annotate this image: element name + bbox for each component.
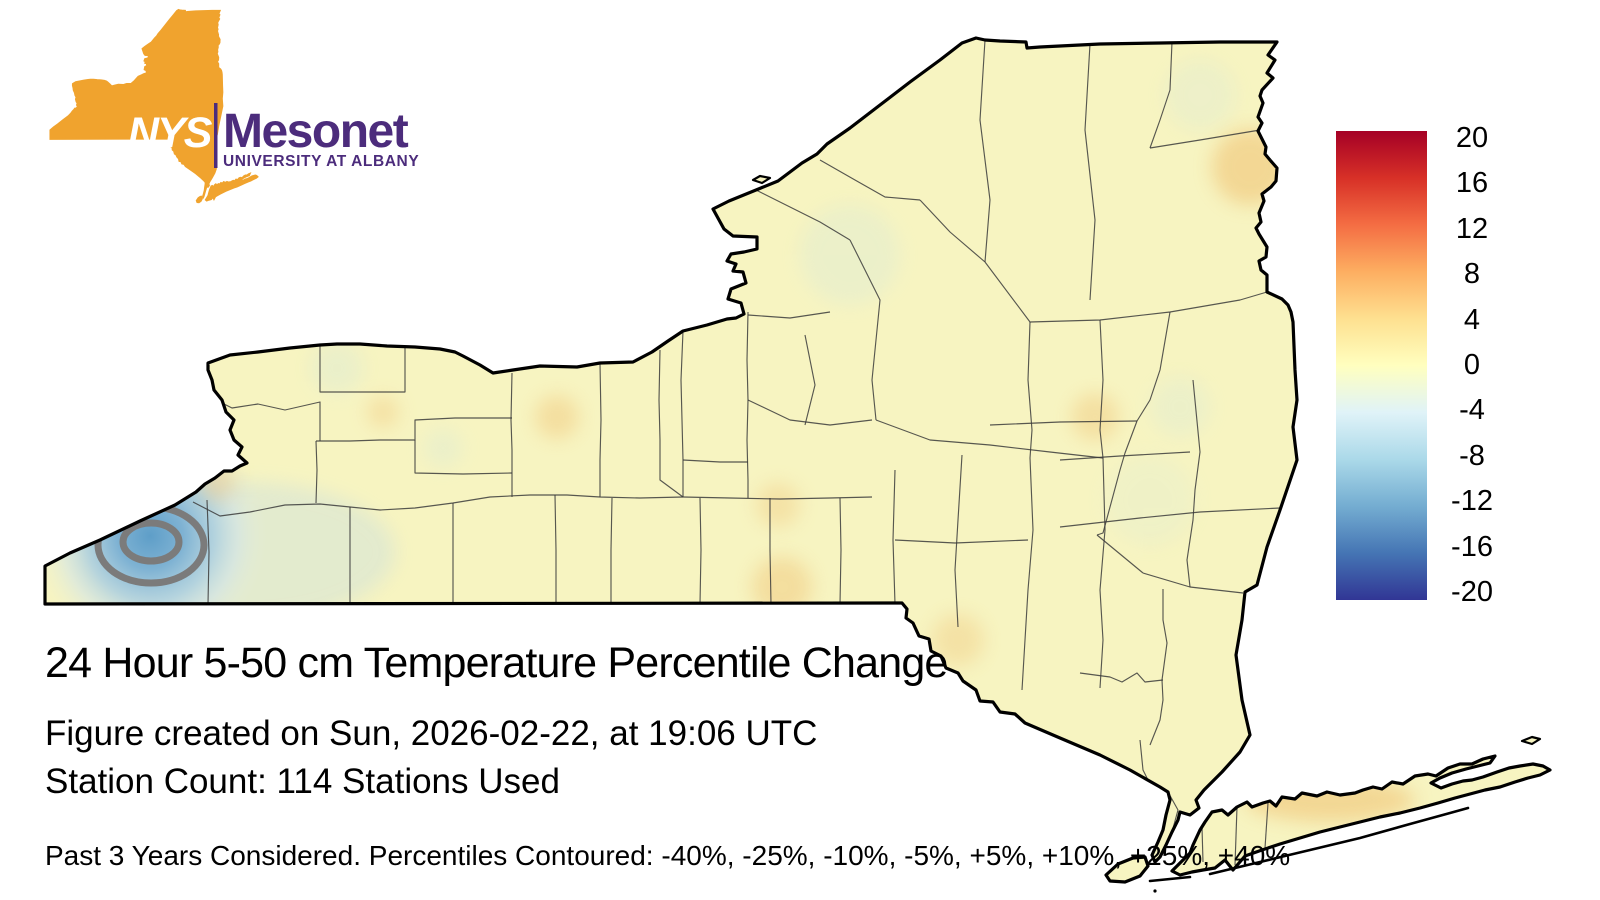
colorbar-tick-label: 0 bbox=[1463, 349, 1481, 381]
nys-mesonet-logo: NYS Mesonet UNIVERSITY AT ALBANY bbox=[49, 8, 419, 204]
negative-anomaly-blob bbox=[45, 418, 268, 654]
colorbar-tick-label: -16 bbox=[1451, 530, 1493, 563]
barrier-island-line bbox=[1208, 806, 1470, 876]
figure-created-line: Figure created on Sun, 2026-02-22, at 19… bbox=[45, 714, 818, 753]
colorbar-tick-label: -20 bbox=[1451, 576, 1493, 608]
footer-note: Past 3 Years Considered. Percentiles Con… bbox=[45, 840, 1291, 871]
colorbar-tick-label: 16 bbox=[1455, 167, 1489, 200]
colorbar-tick-label: -8 bbox=[1459, 439, 1485, 472]
logo-institution: UNIVERSITY AT ALBANY bbox=[223, 153, 419, 170]
state-border bbox=[43, 36, 1552, 893]
station-count-line: Station Count: 114 Stations Used bbox=[45, 762, 560, 801]
colorbar-gradient bbox=[1336, 131, 1427, 600]
figure-title: 24 Hour 5-50 cm Temperature Percentile C… bbox=[45, 639, 948, 687]
colorbar-tick-label: 4 bbox=[1463, 303, 1481, 336]
colorbar-tick-label: 12 bbox=[1455, 212, 1489, 245]
colorbar-tick-label: 20 bbox=[1455, 122, 1489, 154]
colorbar-tick-label: -12 bbox=[1451, 485, 1493, 518]
colorbar-tick-label: 8 bbox=[1463, 258, 1481, 291]
county-boundaries bbox=[192, 39, 1281, 866]
logo-divider bbox=[214, 103, 218, 168]
colorbar-tick-label: -4 bbox=[1459, 394, 1485, 427]
logo-acronym: NYS bbox=[128, 109, 213, 157]
logo-wordmark: Mesonet bbox=[223, 105, 409, 158]
